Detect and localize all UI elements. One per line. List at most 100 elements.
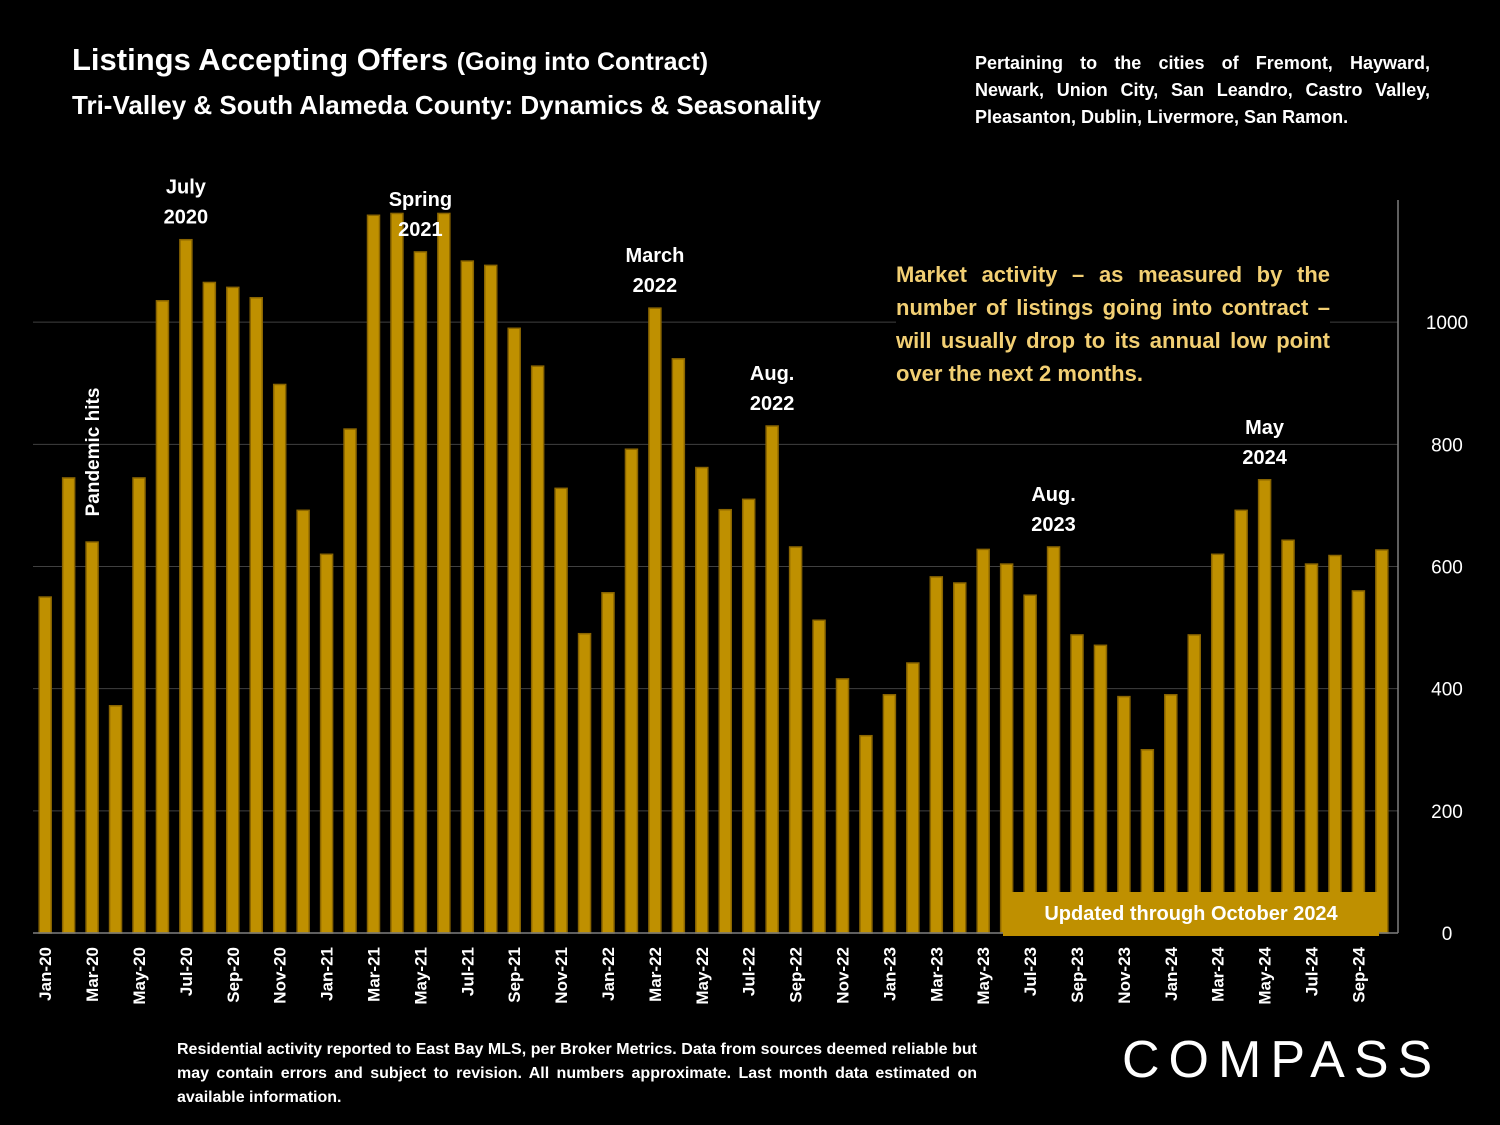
bar xyxy=(835,678,850,934)
y-tick-label: 400 xyxy=(1431,680,1463,701)
bar xyxy=(929,576,944,934)
bar xyxy=(1281,539,1295,934)
bar xyxy=(38,596,52,934)
bar xyxy=(1023,594,1037,934)
annotation-label: Aug. xyxy=(1031,484,1075,506)
cities-note: Pertaining to the cities of Fremont, Hay… xyxy=(975,53,1430,127)
x-tick-label: Jan-21 xyxy=(318,947,337,1001)
bar xyxy=(906,662,920,934)
bar xyxy=(296,509,310,934)
bar xyxy=(695,466,709,934)
x-tick-label: May-21 xyxy=(411,947,430,1005)
x-tick-label: Mar-24 xyxy=(1209,946,1228,1001)
bar xyxy=(859,734,873,934)
bar xyxy=(812,619,826,934)
bar xyxy=(202,281,217,934)
annotation-label: Aug. xyxy=(750,363,794,385)
updated-badge: Updated through October 2024 xyxy=(1003,892,1379,936)
bar xyxy=(413,251,428,934)
chart-title-paren: (Going into Contract) xyxy=(456,48,709,76)
annotation-label: July xyxy=(166,177,207,199)
x-tick-label: Mar-21 xyxy=(365,947,384,1002)
chart-title-main: Listings Accepting Offers xyxy=(72,42,449,77)
chart-title: Listings Accepting Offers (Going into Co… xyxy=(72,42,708,78)
bar xyxy=(577,632,592,934)
y-tick-label: 0 xyxy=(1442,924,1453,945)
bar xyxy=(249,296,263,934)
x-tick-label: Jan-24 xyxy=(1162,946,1181,1000)
x-tick-label: Sep-20 xyxy=(224,947,243,1003)
x-tick-label: Jul-21 xyxy=(458,947,477,996)
bar xyxy=(953,582,967,934)
x-tick-label: Nov-23 xyxy=(1115,947,1134,1004)
bar xyxy=(366,214,381,934)
x-tick-label: May-23 xyxy=(974,947,993,1005)
bar xyxy=(437,212,451,934)
x-tick-label: May-24 xyxy=(1256,946,1275,1004)
x-tick-label: Nov-22 xyxy=(834,947,853,1004)
bar xyxy=(1304,563,1319,934)
annotation-label: Spring xyxy=(389,189,452,211)
annotation-label: 2023 xyxy=(1031,514,1076,536)
bar xyxy=(319,553,334,934)
y-tick-label: 1000 xyxy=(1426,313,1468,334)
x-tick-label: Jul-22 xyxy=(740,947,759,996)
annotation-label: 2021 xyxy=(398,219,443,241)
bar xyxy=(765,425,779,934)
x-tick-label: Mar-22 xyxy=(646,947,665,1002)
annotation-label: March xyxy=(625,245,684,267)
x-tick-label: Jul-24 xyxy=(1303,946,1322,996)
x-tick-label: Jul-23 xyxy=(1021,947,1040,996)
x-tick-label: Sep-24 xyxy=(1349,946,1368,1002)
bar xyxy=(788,546,803,934)
bar xyxy=(648,307,662,934)
bar xyxy=(624,448,639,934)
annotation-label: 2022 xyxy=(633,275,678,297)
bar xyxy=(226,286,240,934)
bar xyxy=(1234,509,1248,934)
bar xyxy=(976,548,990,934)
bar xyxy=(507,327,521,934)
bar xyxy=(882,694,897,934)
bar xyxy=(1351,590,1366,934)
bar xyxy=(1093,644,1108,934)
y-tick-label: 800 xyxy=(1431,435,1463,456)
x-tick-label: Nov-20 xyxy=(271,947,290,1004)
bar xyxy=(155,300,170,934)
bar xyxy=(460,260,475,934)
x-tick-label: Jan-20 xyxy=(36,947,55,1001)
annotation-label: May xyxy=(1245,417,1285,439)
footnote: Residential activity reported to East Ba… xyxy=(177,1041,977,1106)
bar xyxy=(718,508,732,934)
market-activity-callout: Market activity – as measured by the num… xyxy=(896,258,1330,390)
bar xyxy=(272,383,287,934)
x-tick-label: Sep-22 xyxy=(787,947,806,1003)
bar xyxy=(108,705,123,934)
annotation-label: 2020 xyxy=(164,207,209,229)
bar xyxy=(484,264,498,934)
bar xyxy=(179,238,193,934)
x-tick-label: Jul-20 xyxy=(177,947,196,996)
annotation-label: 2024 xyxy=(1242,447,1287,469)
bar xyxy=(343,428,357,934)
x-tick-label: Sep-21 xyxy=(505,947,524,1003)
compass-logo: COMPASS xyxy=(1122,1031,1442,1089)
bar xyxy=(999,563,1014,934)
y-tick-label: 600 xyxy=(1431,558,1463,579)
x-tick-label: May-20 xyxy=(130,947,149,1005)
bar xyxy=(1375,549,1389,934)
bar xyxy=(85,541,99,934)
x-tick-label: Nov-21 xyxy=(552,947,571,1004)
bar xyxy=(1328,554,1342,934)
bar xyxy=(390,212,404,934)
bar xyxy=(554,487,568,934)
bar xyxy=(1070,634,1084,934)
x-tick-label: Mar-23 xyxy=(927,947,946,1002)
x-tick-label: Jan-23 xyxy=(880,947,899,1001)
bar xyxy=(741,498,756,934)
annotations: Pandemic hits July 2020 Spring 2021 March 2022… xyxy=(83,177,1288,536)
bar xyxy=(601,592,615,934)
annotation-label: 2022 xyxy=(750,393,795,415)
x-tick-label: Jan-22 xyxy=(599,947,618,1001)
